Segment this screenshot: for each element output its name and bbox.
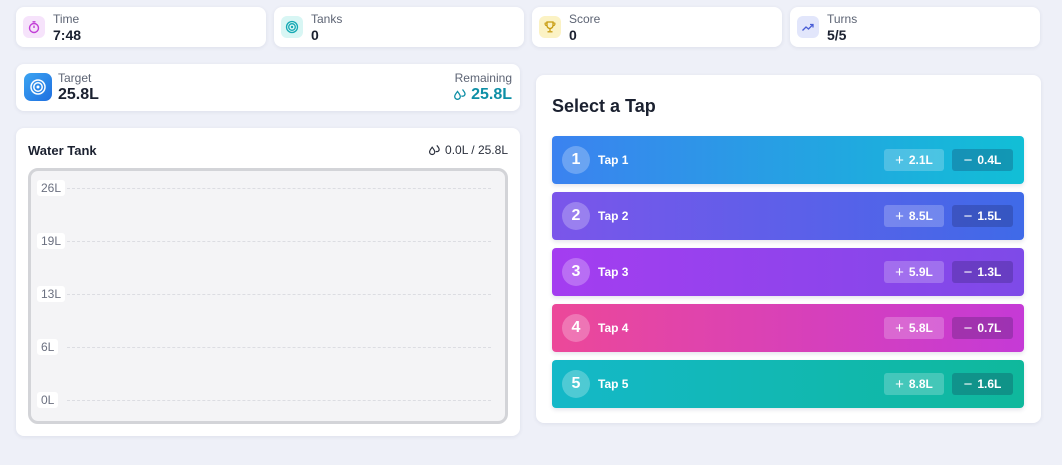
stat-label: Tanks [311,12,343,26]
tap-name: Tap 1 [598,153,629,167]
tap-2-button[interactable]: 2 Tap 2 +8.5L −1.5L [552,192,1024,240]
gridline [67,241,491,242]
tank-tick-label: 26L [37,180,66,196]
tap-number: 5 [562,370,590,398]
stat-value-score: 0 [569,27,577,43]
stat-value-turns: 5/5 [827,27,847,43]
gridline [67,347,491,348]
water-tank-card: Water Tank 0.0L / 25.8L 26L 19L 13L 6L 0… [16,128,520,436]
plus-icon: + [895,207,904,225]
plus-icon: + [895,375,904,393]
tap-subtract-badge: −0.7L [952,317,1013,339]
minus-icon: − [963,151,973,169]
tap-sub-amount: 1.5L [977,209,1002,223]
tap-sub-amount: 1.3L [977,265,1002,279]
tap-sub-amount: 1.6L [977,377,1002,391]
stat-value-time: 7:48 [53,27,82,43]
stat-card-score: Score 0 [532,7,782,47]
tap-number: 4 [562,314,590,342]
tap-panel-title: Select a Tap [552,96,656,116]
stopwatch-icon [23,16,45,38]
tap-name: Tap 2 [598,209,629,223]
tap-add-badge: +5.9L [884,261,944,283]
tap-panel: Select a Tap 1 Tap 1 +2.1L −0.4L 2 Tap 2… [536,75,1041,423]
tap-number: 1 [562,146,590,174]
plus-icon: + [895,263,904,281]
tap-add-amount: 5.9L [908,265,933,279]
tap-number: 2 [562,202,590,230]
stat-value-tanks: 0 [311,27,319,43]
tap-add-badge: +5.8L [884,317,944,339]
tap-add-amount: 8.5L [908,209,933,223]
trend-up-icon [797,16,819,38]
tap-sub-amount: 0.7L [977,321,1002,335]
tank-tick-label: 13L [37,286,66,302]
remaining-value: 25.8L [453,86,512,104]
tap-4-button[interactable]: 4 Tap 4 +5.8L −0.7L [552,304,1024,352]
tap-name: Tap 5 [598,377,629,391]
stat-card-tanks: Tanks 0 [274,7,524,47]
tap-add-amount: 5.8L [908,321,933,335]
droplets-icon [454,89,466,100]
tap-add-amount: 2.1L [908,153,933,167]
tap-subtract-badge: −1.5L [952,205,1013,227]
tap-sub-amount: 0.4L [977,153,1002,167]
remaining-label: Remaining [454,71,512,85]
gridline [67,400,491,401]
tap-add-badge: +8.5L [884,205,944,227]
plus-icon: + [895,151,904,169]
stat-label: Turns [827,12,858,26]
target-icon [281,16,303,38]
tap-add-amount: 8.8L [908,377,933,391]
minus-icon: − [963,263,973,281]
tap-name: Tap 4 [598,321,629,335]
tap-add-badge: +2.1L [884,149,944,171]
plus-icon: + [895,319,904,337]
tank-tick-label: 0L [37,392,59,408]
tap-add-badge: +8.8L [884,373,944,395]
tank-title: Water Tank [28,143,97,158]
target-label: Target [58,71,92,85]
trophy-icon [539,16,561,38]
tank-tick-label: 6L [37,339,59,355]
droplets-icon [429,144,440,155]
tap-name: Tap 3 [598,265,629,279]
stat-card-time: Time 7:48 [16,7,266,47]
tank-level-text: 0.0L / 25.8L [445,143,508,157]
tap-5-button[interactable]: 5 Tap 5 +8.8L −1.6L [552,360,1024,408]
target-icon [24,73,52,101]
tank-level: 0.0L / 25.8L [428,143,508,157]
tap-number: 3 [562,258,590,286]
stat-label: Score [569,12,601,26]
gridline [67,188,491,189]
minus-icon: − [963,375,973,393]
tap-3-button[interactable]: 3 Tap 3 +5.9L −1.3L [552,248,1024,296]
gridline [67,294,491,295]
minus-icon: − [963,319,973,337]
minus-icon: − [963,207,973,225]
tap-subtract-badge: −1.6L [952,373,1013,395]
target-value: 25.8L [58,86,99,103]
stat-card-turns: Turns 5/5 [790,7,1040,47]
tap-subtract-badge: −1.3L [952,261,1013,283]
tap-subtract-badge: −0.4L [952,149,1013,171]
tank-tick-label: 19L [37,233,66,249]
stat-label: Time [53,12,80,26]
remaining-amount: 25.8L [471,86,512,103]
target-card: Target 25.8L Remaining 25.8L [16,64,520,111]
tap-1-button[interactable]: 1 Tap 1 +2.1L −0.4L [552,136,1024,184]
water-tank: 26L 19L 13L 6L 0L [28,168,508,424]
